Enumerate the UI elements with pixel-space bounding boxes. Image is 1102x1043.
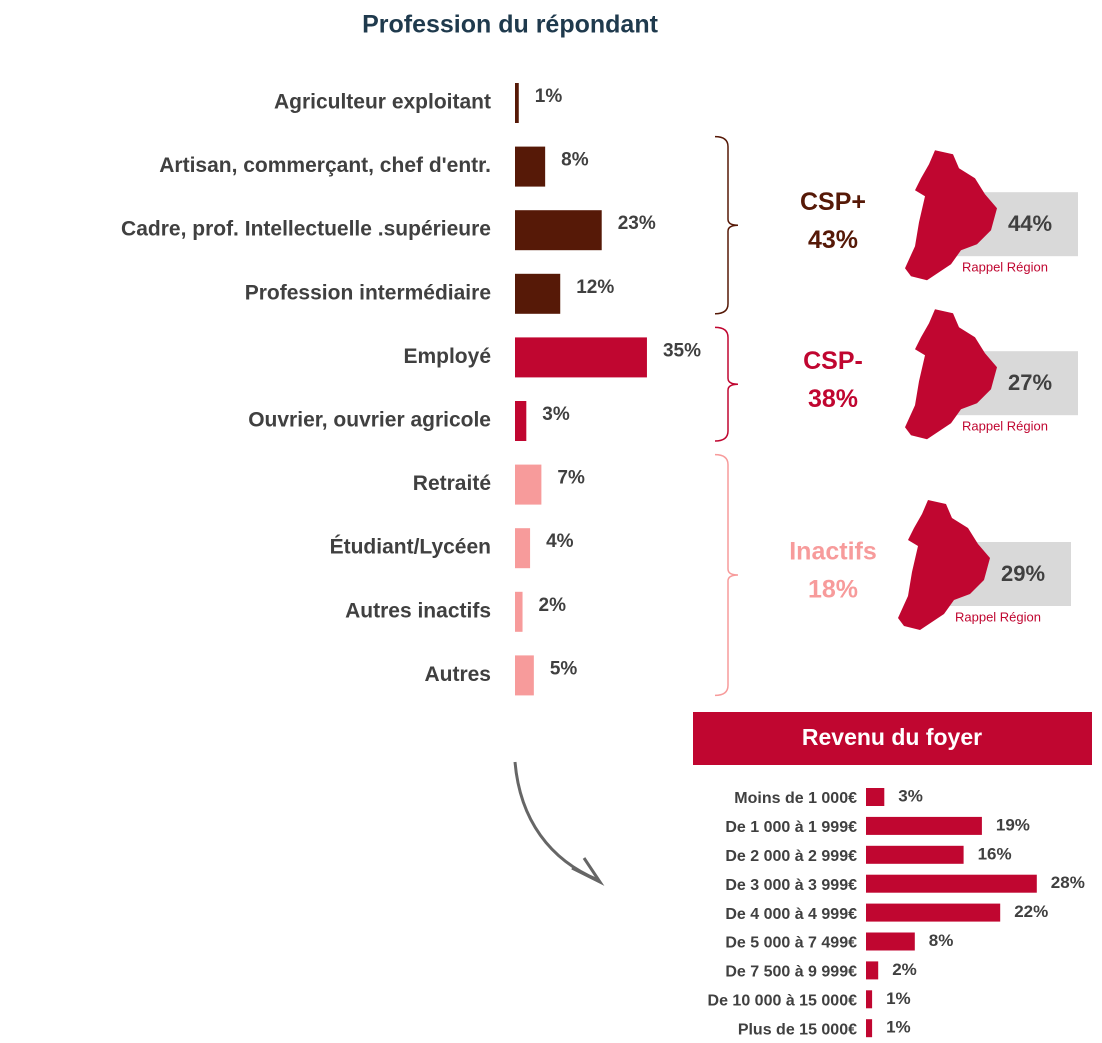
bar xyxy=(866,990,873,1009)
bar xyxy=(515,655,534,696)
category-label: Étudiant/Lycéen xyxy=(330,536,491,559)
category-label: Moins de 1 000€ xyxy=(734,790,857,807)
title-box xyxy=(693,712,1092,765)
category-label: De 1 000 à 1 999€ xyxy=(725,819,857,836)
bar xyxy=(866,961,879,980)
bar xyxy=(866,816,982,835)
brace xyxy=(714,326,739,442)
value-label: 22% xyxy=(1014,902,1048,921)
category-label: Retraité xyxy=(413,472,491,495)
value-label: 35% xyxy=(663,340,701,361)
group-value: 43% xyxy=(808,226,858,254)
bar xyxy=(866,903,1001,922)
value-label: 3% xyxy=(542,404,570,425)
chart-title: Revenu du foyer xyxy=(802,724,982,750)
value-label: 1% xyxy=(535,86,563,107)
category-label: Plus de 15 000€ xyxy=(738,1021,857,1038)
chart-title: Profession du répondant xyxy=(362,11,659,39)
value-label: 1% xyxy=(886,989,911,1008)
value-label: 1% xyxy=(886,1018,911,1037)
category-label: Ouvrier, ouvrier agricole xyxy=(248,409,491,432)
region-map xyxy=(898,500,990,630)
region-value: 27% xyxy=(1008,370,1052,395)
value-label: 23% xyxy=(618,213,656,234)
bar xyxy=(515,591,523,632)
value-label: 7% xyxy=(557,468,585,489)
value-label: 19% xyxy=(996,815,1030,834)
bar xyxy=(515,146,546,187)
bar xyxy=(866,874,1037,893)
bar xyxy=(515,464,542,505)
region-value: 44% xyxy=(1008,211,1052,236)
value-label: 2% xyxy=(539,595,567,616)
region-map xyxy=(905,150,997,281)
category-label: De 7 500 à 9 999€ xyxy=(725,964,857,981)
category-label: Cadre, prof. Intellectuelle .supérieure xyxy=(121,218,491,241)
category-label: Employé xyxy=(403,345,491,368)
region-caption: Rappel Région xyxy=(962,419,1048,434)
group-name: CSP- xyxy=(803,347,863,375)
region-caption: Rappel Région xyxy=(962,260,1048,275)
category-label: De 10 000 à 15 000€ xyxy=(708,993,858,1010)
arrow-head xyxy=(571,857,605,886)
category-label: Profession intermédiaire xyxy=(245,281,491,304)
bar xyxy=(866,932,915,951)
value-label: 5% xyxy=(550,658,578,679)
category-label: De 5 000 à 7 499€ xyxy=(725,935,857,952)
group-name: Inactifs xyxy=(789,538,877,566)
bar xyxy=(866,845,964,864)
brace xyxy=(714,135,739,315)
group-value: 38% xyxy=(808,385,858,413)
category-label: Autres xyxy=(424,663,491,686)
category-label: Autres inactifs xyxy=(345,599,491,622)
category-label: De 3 000 à 3 999€ xyxy=(725,877,857,894)
value-label: 3% xyxy=(898,786,923,805)
value-label: 12% xyxy=(576,277,614,298)
bar xyxy=(515,528,531,569)
value-label: 8% xyxy=(929,931,954,950)
category-label: Artisan, commerçant, chef d'entr. xyxy=(159,154,491,177)
bar xyxy=(515,337,647,378)
region-map xyxy=(905,309,997,440)
value-label: 28% xyxy=(1051,873,1085,892)
category-label: De 2 000 à 2 999€ xyxy=(725,848,857,865)
bar xyxy=(866,788,885,806)
group-name: CSP+ xyxy=(800,188,866,216)
value-label: 4% xyxy=(546,531,574,552)
region-caption: Rappel Région xyxy=(955,609,1041,624)
bar xyxy=(515,273,561,314)
value-label: 16% xyxy=(978,844,1012,863)
category-label: Agriculteur exploitant xyxy=(274,91,491,114)
bar xyxy=(515,83,519,123)
value-label: 8% xyxy=(561,150,589,171)
region-value: 29% xyxy=(1001,561,1045,586)
bar xyxy=(515,401,527,441)
bar xyxy=(515,210,602,251)
category-label: De 4 000 à 4 999€ xyxy=(725,906,857,923)
brace xyxy=(714,453,739,697)
group-value: 18% xyxy=(808,576,858,604)
bar xyxy=(866,1019,873,1038)
value-label: 2% xyxy=(892,960,917,979)
